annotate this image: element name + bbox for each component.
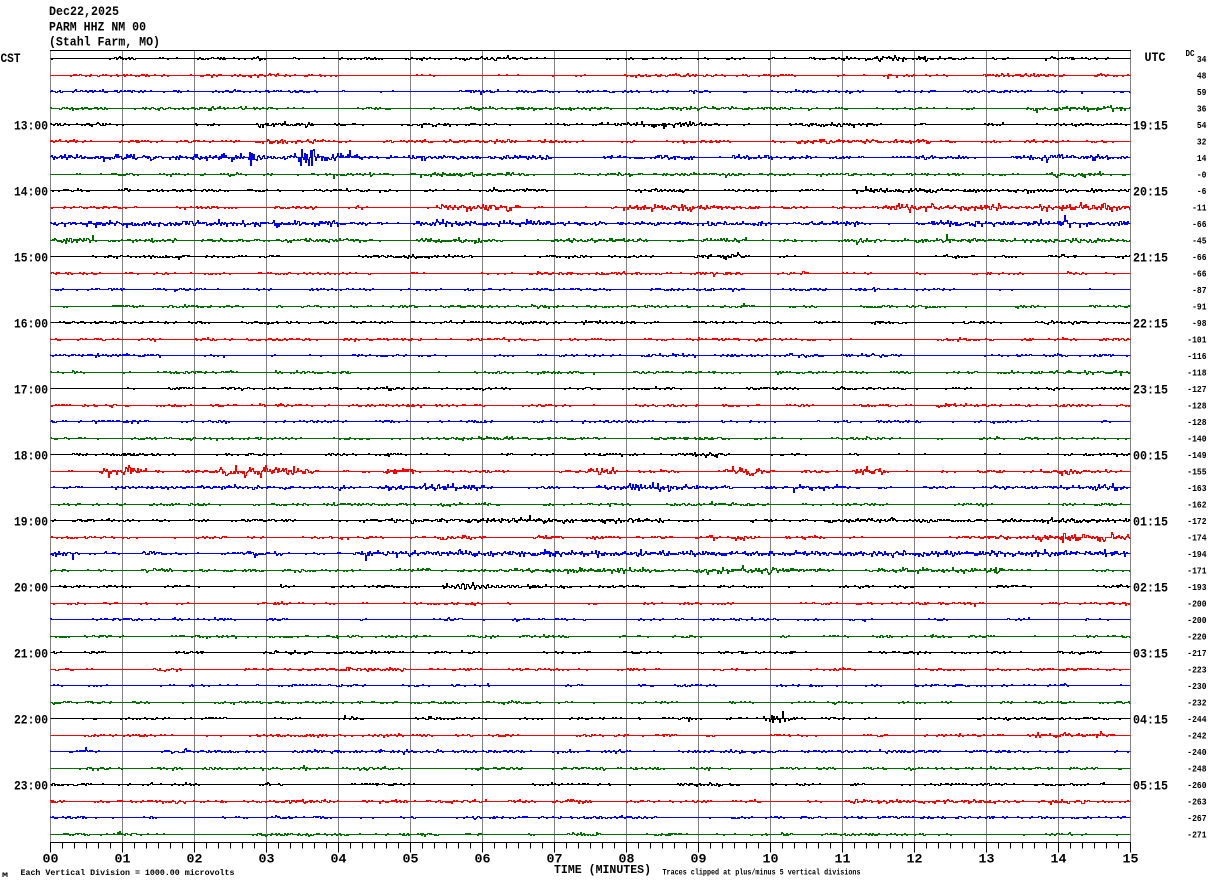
svg-text:22:15: 22:15	[1133, 316, 1168, 331]
svg-text:07: 07	[547, 852, 563, 867]
svg-text:59: 59	[1197, 88, 1207, 98]
svg-text:-162: -162	[1187, 500, 1206, 510]
svg-text:-271: -271	[1187, 830, 1207, 840]
svg-text:-200: -200	[1187, 616, 1206, 626]
svg-text:13: 13	[979, 852, 995, 867]
svg-text:-128: -128	[1187, 418, 1206, 428]
svg-text:02:15: 02:15	[1133, 580, 1168, 595]
svg-text:-155: -155	[1187, 467, 1206, 477]
svg-text:-240: -240	[1187, 748, 1206, 758]
svg-text:-128: -128	[1187, 401, 1206, 411]
svg-text:08: 08	[619, 852, 635, 867]
svg-text:-172: -172	[1187, 517, 1206, 527]
svg-text:00: 00	[43, 852, 59, 867]
svg-text:03: 03	[259, 852, 275, 867]
svg-text:03:15: 03:15	[1133, 646, 1168, 661]
svg-text:15:00: 15:00	[14, 250, 48, 265]
svg-text:15: 15	[1123, 852, 1139, 867]
svg-text:04:15: 04:15	[1133, 712, 1168, 727]
svg-text:23:00: 23:00	[14, 778, 48, 793]
svg-text:19:15: 19:15	[1133, 118, 1168, 133]
svg-text:-11: -11	[1192, 203, 1207, 213]
svg-text:20:00: 20:00	[14, 580, 48, 595]
svg-text:17:00: 17:00	[14, 382, 48, 397]
svg-text:-171: -171	[1187, 566, 1207, 576]
svg-text:-200: -200	[1187, 599, 1206, 609]
svg-text:-174: -174	[1187, 533, 1207, 543]
svg-text:TIME (MINUTES): TIME (MINUTES)	[554, 864, 651, 877]
svg-text:-45: -45	[1192, 236, 1206, 246]
svg-text:Each Vertical Division = 1000.: Each Vertical Division = 1000.00 microvo…	[21, 868, 235, 878]
svg-text:-149: -149	[1187, 451, 1206, 461]
svg-text:Traces clipped at plus/minus 5: Traces clipped at plus/minus 5 vertical …	[663, 868, 861, 878]
svg-text:32: 32	[1197, 137, 1207, 147]
svg-text:19:00: 19:00	[14, 514, 48, 529]
svg-text:-194: -194	[1187, 550, 1207, 560]
svg-text:10: 10	[763, 852, 779, 867]
svg-text:-6: -6	[1197, 187, 1207, 197]
svg-text:(Stahl Farm, MO): (Stahl Farm, MO)	[49, 34, 160, 49]
svg-text:-242: -242	[1187, 731, 1206, 741]
svg-text:-263: -263	[1187, 797, 1206, 807]
svg-text:14:00: 14:00	[14, 184, 48, 199]
svg-text:-163: -163	[1187, 484, 1206, 494]
svg-text:-127: -127	[1187, 385, 1206, 395]
svg-text:-230: -230	[1187, 682, 1206, 692]
svg-text:36: 36	[1197, 104, 1207, 114]
svg-text:-101: -101	[1187, 335, 1207, 345]
svg-text:-0: -0	[1197, 170, 1207, 180]
svg-text:-267: -267	[1187, 814, 1206, 824]
svg-text:Dec22,2025: Dec22,2025	[49, 4, 119, 19]
svg-text:01:15: 01:15	[1133, 514, 1168, 529]
svg-text:-118: -118	[1187, 368, 1206, 378]
svg-text:-87: -87	[1192, 286, 1206, 296]
svg-text:16:00: 16:00	[14, 316, 48, 331]
svg-text:-91: -91	[1192, 302, 1207, 312]
svg-text:18:00: 18:00	[14, 448, 48, 463]
svg-text:-217: -217	[1187, 649, 1206, 659]
svg-text:05:15: 05:15	[1133, 778, 1168, 793]
svg-text:14: 14	[1197, 154, 1207, 164]
svg-text:05: 05	[403, 852, 419, 867]
svg-text:23:15: 23:15	[1133, 382, 1168, 397]
svg-text:21:15: 21:15	[1133, 250, 1168, 265]
svg-text:54: 54	[1197, 121, 1207, 131]
svg-text:00:15: 00:15	[1133, 448, 1168, 463]
svg-text:-66: -66	[1192, 269, 1206, 279]
svg-text:-248: -248	[1187, 764, 1206, 774]
svg-text:CST: CST	[1, 51, 21, 66]
svg-text:13:00: 13:00	[14, 118, 48, 133]
svg-text:14: 14	[1051, 852, 1067, 867]
svg-text:UTC: UTC	[1145, 50, 1166, 65]
svg-text:-260: -260	[1187, 781, 1206, 791]
svg-text:02: 02	[187, 852, 203, 867]
svg-text:01: 01	[115, 852, 131, 867]
svg-text:DC: DC	[1186, 49, 1195, 59]
svg-text:M: M	[2, 872, 8, 879]
svg-text:34: 34	[1197, 55, 1207, 65]
svg-text:22:00: 22:00	[14, 712, 48, 727]
svg-text:PARM HHZ NM 00: PARM HHZ NM 00	[49, 19, 146, 34]
svg-text:-140: -140	[1187, 434, 1206, 444]
svg-text:04: 04	[331, 852, 347, 867]
svg-text:-220: -220	[1187, 632, 1206, 642]
svg-text:-223: -223	[1187, 665, 1206, 675]
svg-text:12: 12	[907, 852, 923, 867]
svg-text:48: 48	[1197, 71, 1207, 81]
svg-text:-66: -66	[1192, 220, 1206, 230]
svg-text:09: 09	[691, 852, 707, 867]
svg-text:-244: -244	[1187, 715, 1207, 725]
svg-text:11: 11	[835, 852, 851, 867]
svg-text:06: 06	[475, 852, 491, 867]
svg-text:-98: -98	[1192, 319, 1206, 329]
svg-text:20:15: 20:15	[1133, 184, 1168, 199]
svg-text:-232: -232	[1187, 698, 1206, 708]
svg-text:-193: -193	[1187, 583, 1206, 593]
svg-text:21:00: 21:00	[14, 646, 48, 661]
svg-text:-66: -66	[1192, 253, 1206, 263]
svg-text:-116: -116	[1187, 352, 1206, 362]
